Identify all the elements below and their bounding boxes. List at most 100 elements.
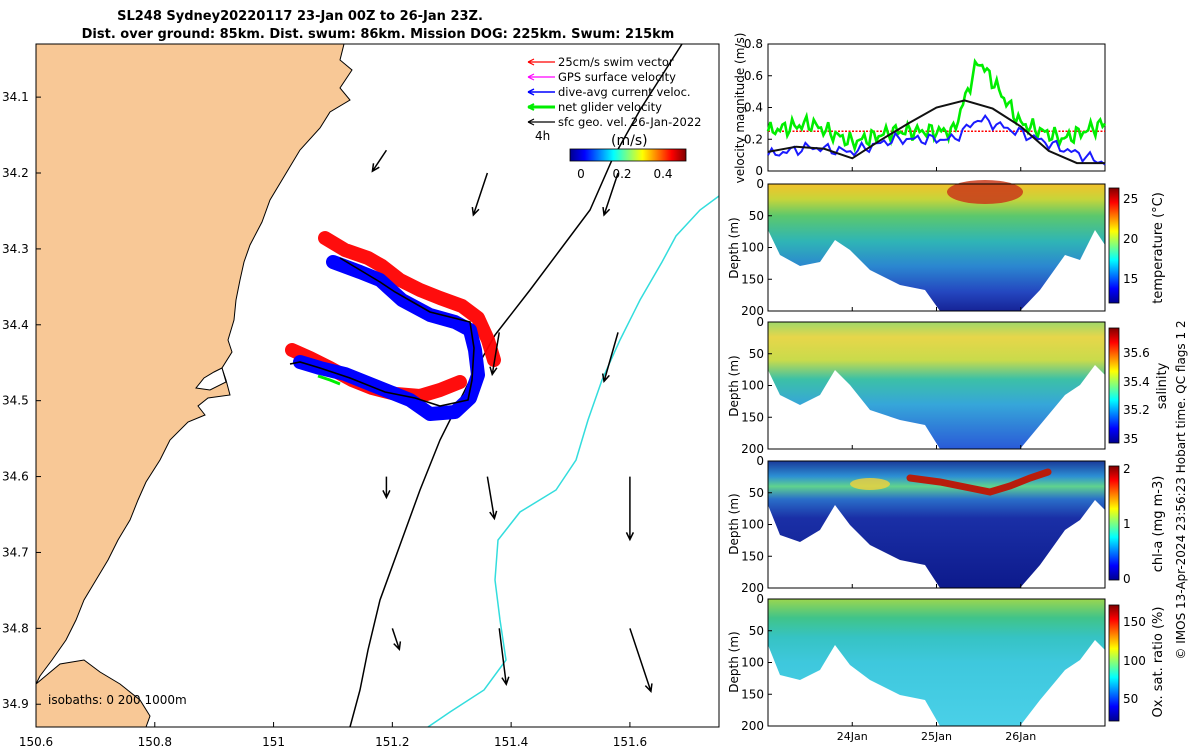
depth-tick-label: 150 (741, 549, 764, 563)
legend-gps-label: GPS surface velocity (558, 70, 676, 84)
depth-tick-label: 0 (756, 454, 764, 468)
legend-geo-arrowhead-icon (527, 118, 535, 126)
oxygen-cb-tick: 50 (1123, 692, 1138, 706)
oxygen-label: Ox. sat. ratio (%) (1151, 607, 1166, 718)
map-legend: 25cm/s swim vector GPS surface velocity … (527, 55, 702, 181)
legend-geo-label: sfc geo. vel. 26-Jan-2022 (558, 115, 702, 129)
geo-velocity-arrow (625, 476, 635, 542)
temperature-cb-tick: 25 (1123, 192, 1138, 206)
depth-tick-label: 100 (741, 656, 764, 670)
colorbar-tick: 0 (577, 167, 585, 181)
chla-patch (850, 478, 890, 490)
geo-velocity-arrow (486, 476, 498, 521)
velocity-y-tick-label: 0.6 (744, 69, 763, 83)
map-y-tick-label: 34.2 (2, 166, 29, 180)
credit-text: © IMOS 13-Apr-2024 23:56:23 Hobart time.… (1174, 320, 1188, 659)
date-tick-label: 25Jan (921, 730, 952, 743)
chla-depth-label: Depth (m) (727, 493, 741, 554)
depth-tick-label: 150 (741, 410, 764, 424)
chla-cb-tick: 2 (1123, 462, 1131, 476)
oxygen-cb-tick: 150 (1123, 615, 1146, 629)
depth-tick-label: 200 (741, 304, 764, 318)
oxygen-panel: Depth (m) 150 100 50 Ox. sat. ratio (%) (727, 598, 1166, 727)
legend-swim-label: 25cm/s swim vector (558, 55, 674, 69)
geo-velocity-arrow (602, 172, 619, 217)
map-y-tick-label: 34.3 (2, 242, 29, 256)
geo-velocity-arrow (471, 172, 489, 217)
depth-tick-label: 150 (741, 272, 764, 286)
geo-velocity-arrow (489, 332, 500, 377)
salinity-cb-tick: 35 (1123, 432, 1138, 446)
temperature-colorbar (1108, 187, 1120, 304)
colorbar-tick: 0.4 (653, 167, 672, 181)
velocity-y-ticks: 0 0.2 0.4 0.6 0.8 (744, 37, 772, 178)
temperature-field (768, 184, 1105, 311)
geo-velocity-arrow (371, 149, 388, 173)
depth-tick-label: 100 (741, 241, 764, 255)
map-x-tick-label: 151.2 (375, 735, 409, 749)
chla-label: chl-a (mg m-3) (1151, 476, 1166, 573)
geo-velocity-arrow (382, 476, 391, 500)
velocity-y-tick-label: 0.8 (744, 37, 763, 51)
temperature-cb-tick: 15 (1123, 272, 1138, 286)
date-tick-label: 26Jan (1005, 730, 1036, 743)
salinity-panel: Depth (m) 35.6 35.4 35.2 35 salinity (727, 321, 1170, 450)
salinity-field (768, 322, 1105, 449)
depth-tick-label: 100 (741, 379, 764, 393)
bay-inlet (195, 367, 227, 391)
salinity-colorbar (1108, 327, 1120, 444)
map-y-ticks: 34.1 34.2 34.3 34.4 34.5 34.6 34.7 34.8 34.9 (2, 90, 41, 711)
colorbar-tick: 0.2 (612, 167, 631, 181)
salinity-cb-tick: 35.4 (1123, 375, 1150, 389)
coastline-land (35, 43, 353, 685)
salinity-cb-tick: 35.6 (1123, 346, 1150, 360)
depth-tick-label: 150 (741, 687, 764, 701)
temperature-cb-tick: 20 (1123, 232, 1138, 246)
salinity-cb-tick: 35.2 (1123, 403, 1150, 417)
velocity-y-label: velocity magnitude (m/s) (733, 33, 747, 184)
legend-swim-arrowhead-icon (527, 58, 535, 66)
depth-tick-label: 100 (741, 518, 764, 532)
temperature-depth-label: Depth (m) (727, 217, 741, 278)
velocity-y-tick-label: 0 (755, 164, 763, 178)
depth-tick-label: 0 (756, 177, 764, 191)
depth-ticks: 0501001502000501001502000501001502000501… (741, 177, 772, 733)
geo-velocity-arrow (498, 628, 510, 687)
figure-title-line2: Dist. over ground: 85km. Dist. swum: 86k… (82, 27, 675, 42)
map-y-tick-label: 34.9 (2, 697, 29, 711)
colorbar-units: (m/s) (611, 133, 648, 149)
legend-dive-label: dive-avg current veloc. (558, 85, 691, 99)
chla-panel: Depth (m) 2 1 0 chl-a (mg m-3) (727, 460, 1166, 589)
depth-tick-label: 0 (756, 592, 764, 606)
oxygen-colorbar (1108, 604, 1120, 722)
depth-tick-label: 200 (741, 581, 764, 595)
legend-gps-arrowhead-icon (527, 73, 535, 81)
date-tick-label: 24Jan (837, 730, 868, 743)
temperature-panel: Depth (m) 25 20 15 temperature (°C) (727, 180, 1166, 312)
map-y-tick-label: 34.7 (2, 545, 29, 559)
series-dive-avg (767, 113, 1106, 166)
oxygen-cb-tick: 100 (1123, 654, 1146, 668)
glider-track (289, 257, 475, 407)
geo-velocity-arrows (371, 149, 653, 693)
velocity-panel: 0 0.2 0.4 0.6 0.8 velocity magnitude (m/s) (733, 33, 1107, 184)
legend-interval: 4h (535, 129, 550, 143)
series-net-velocity (766, 57, 1107, 154)
geo-velocity-arrow (601, 332, 619, 384)
geo-velocity-arrow (391, 628, 402, 651)
map-y-tick-label: 34.1 (2, 90, 29, 104)
temperature-label: temperature (°C) (1151, 192, 1166, 304)
map-y-tick-label: 34.4 (2, 318, 29, 332)
chla-cb-tick: 0 (1123, 572, 1131, 586)
speed-colorbar (569, 148, 687, 162)
depth-tick-label: 50 (749, 486, 764, 500)
map-x-tick-label: 151.6 (613, 735, 647, 749)
depth-tick-label: 50 (749, 347, 764, 361)
chla-field (768, 461, 1105, 588)
map-x-tick-label: 151.4 (494, 735, 528, 749)
map-x-ticks: 150.6 150.8 151 151.2 151.4 151.6 (19, 722, 647, 749)
oxygen-field (768, 599, 1105, 726)
net-glider-velocity (317, 374, 341, 386)
figure-title-line1: SL248 Sydney20220117 23-Jan 00Z to 26-Ja… (117, 9, 483, 24)
